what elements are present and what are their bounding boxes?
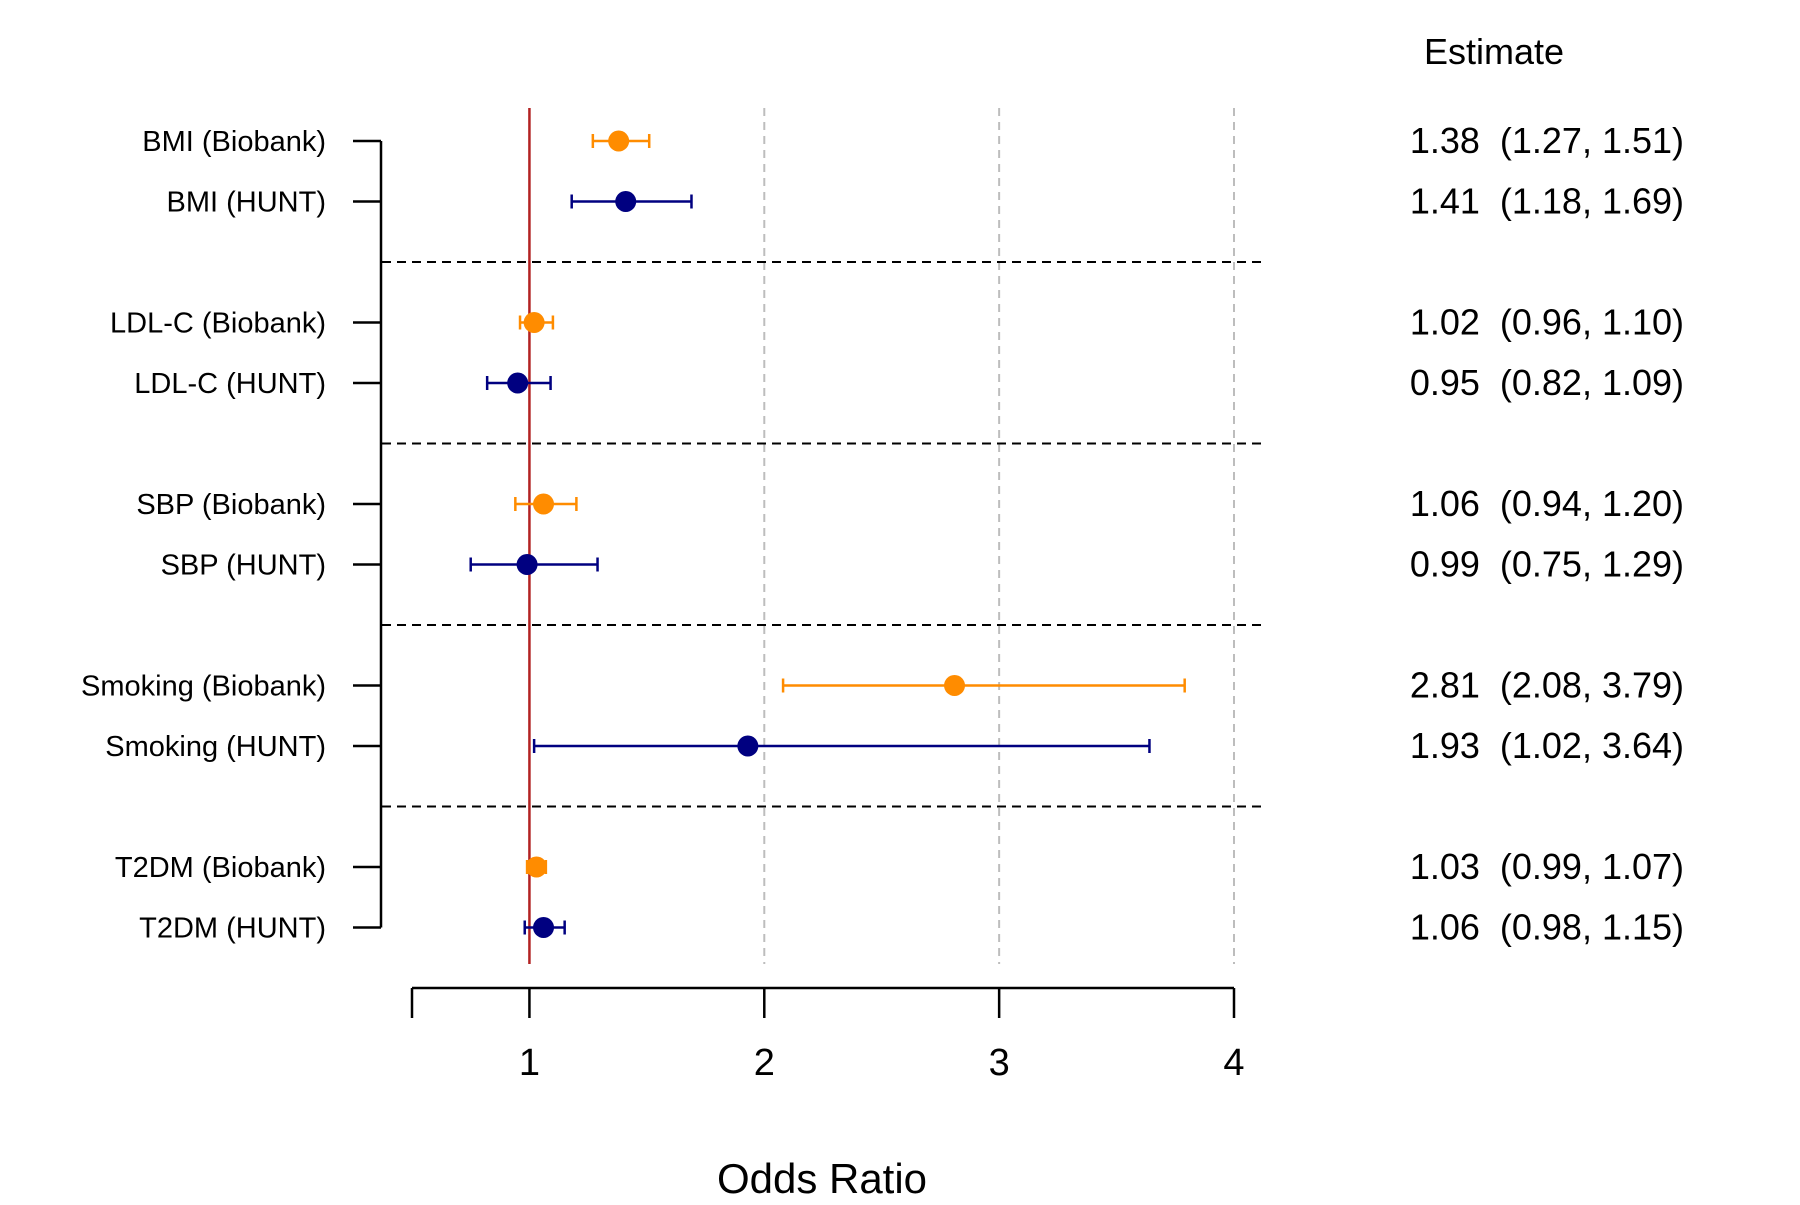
- row-label: BMI (Biobank): [142, 126, 326, 158]
- grid-layer: [763, 108, 1235, 964]
- estimate-value: 1.38 (1.27, 1.51): [1410, 120, 1684, 161]
- estimate-value: 1.03 (0.99, 1.07): [1410, 846, 1684, 887]
- row-labels: BMI (Biobank) BMI (HUNT) LDL-C (Biobank) LD…: [81, 126, 326, 945]
- row-label: SBP (Biobank): [136, 489, 326, 521]
- x-axis: 1 2 3 4: [410, 986, 1245, 1084]
- estimate-point: [523, 312, 545, 333]
- row-label: T2DM (HUNT): [139, 913, 326, 945]
- row-label: LDL-C (Biobank): [110, 308, 326, 340]
- estimate-value: 0.99 (0.75, 1.29): [1410, 544, 1684, 585]
- estimate-header: Estimate: [1424, 31, 1564, 72]
- row-label: SBP (HUNT): [161, 550, 326, 582]
- estimate-column: 1.38 (1.27, 1.51) 1.41 (1.18, 1.69) 1.02 (…: [1410, 120, 1684, 948]
- estimate-point: [507, 372, 529, 394]
- x-tick-label: 3: [989, 1042, 1010, 1084]
- estimate-marks: [469, 130, 1186, 938]
- row-label: Smoking (HUNT): [105, 731, 326, 763]
- x-axis-title: Odds Ratio: [717, 1155, 927, 1200]
- estimate-value: 2.81 (2.08, 3.79): [1410, 665, 1684, 706]
- x-tick-label: 2: [754, 1042, 775, 1084]
- estimate-point: [608, 130, 630, 152]
- x-tick-label: 4: [1223, 1042, 1244, 1084]
- estimate-value: 1.06 (0.98, 1.15): [1410, 907, 1684, 948]
- estimate-point: [533, 493, 555, 515]
- estimate-value: 1.93 (1.02, 3.64): [1410, 725, 1684, 766]
- estimate-value: 0.95 (0.82, 1.09): [1410, 362, 1684, 403]
- row-label: BMI (HUNT): [167, 187, 326, 219]
- estimate-value: 1.02 (0.96, 1.10): [1410, 302, 1684, 343]
- row-label: LDL-C (HUNT): [134, 368, 326, 400]
- estimate-point: [615, 191, 637, 212]
- estimate-point: [525, 856, 547, 878]
- estimate-point: [944, 675, 966, 696]
- row-label: T2DM (Biobank): [115, 852, 326, 884]
- estimate-value: 1.06 (0.94, 1.20): [1410, 483, 1684, 524]
- x-tick-label: 1: [519, 1042, 540, 1084]
- y-axis: [353, 139, 383, 929]
- group-separators: [382, 261, 1264, 808]
- estimate-point: [737, 735, 759, 757]
- row-label: Smoking (Biobank): [81, 671, 326, 703]
- estimate-value: 1.41 (1.18, 1.69): [1410, 181, 1684, 222]
- estimate-point: [533, 917, 555, 938]
- estimate-point: [516, 554, 538, 575]
